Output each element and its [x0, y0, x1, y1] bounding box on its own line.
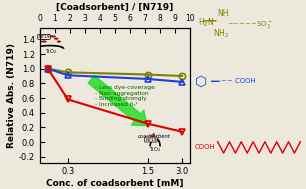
Circle shape [45, 38, 50, 39]
X-axis label: [Coadsorbent] / [N719]: [Coadsorbent] / [N719] [56, 3, 174, 12]
Text: ~~ COOH: ~~ COOH [221, 78, 256, 84]
Text: NH$_2$: NH$_2$ [213, 28, 229, 40]
X-axis label: Conc. of coadsorbent [mM]: Conc. of coadsorbent [mM] [46, 179, 184, 188]
Text: H$_2$N: H$_2$N [199, 16, 215, 29]
Text: TiO$_2$: TiO$_2$ [45, 47, 58, 56]
Text: COOH: COOH [195, 144, 216, 150]
Text: - Less dye-coverage
- Non-aggregation
- Binding strongly
- Increased δₛᶜ: - Less dye-coverage - Non-aggregation - … [95, 85, 155, 107]
Circle shape [48, 36, 53, 37]
Circle shape [42, 41, 46, 42]
Y-axis label: Relative Abs. (N719): Relative Abs. (N719) [7, 43, 16, 148]
Circle shape [51, 36, 55, 37]
Text: N719: N719 [145, 138, 157, 142]
FancyArrowPatch shape [88, 76, 147, 125]
Text: coadsorbent: coadsorbent [138, 134, 171, 139]
Text: ~~~~~SO$_3^-$: ~~~~~SO$_3^-$ [227, 19, 273, 30]
Text: NH: NH [218, 9, 229, 18]
Text: TiO$_2$: TiO$_2$ [149, 145, 161, 154]
Text: N719: N719 [38, 35, 50, 39]
Text: ⬡: ⬡ [195, 74, 207, 88]
Circle shape [54, 38, 58, 39]
Circle shape [57, 41, 61, 42]
